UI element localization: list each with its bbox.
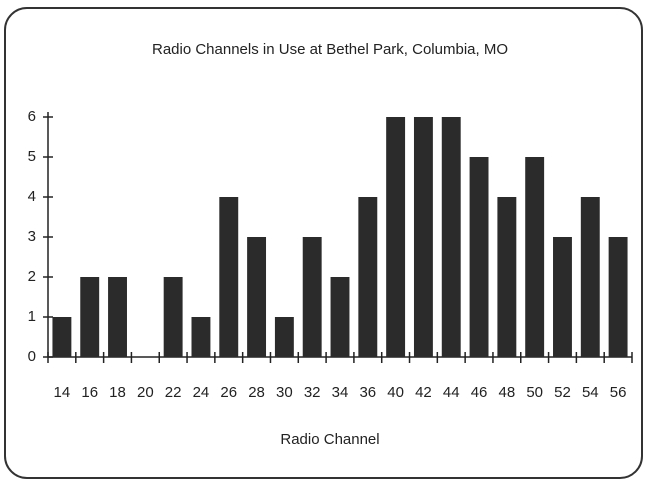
bar [52,317,72,357]
x-tick-label: 40 [387,384,404,401]
bar [108,277,127,357]
x-axis-label: Radio Channel [280,431,379,448]
x-tick-label: 30 [276,384,293,401]
x-tick-label: 26 [220,384,237,401]
x-tick-label: 24 [193,384,210,401]
y-tick-label: 6 [28,108,36,125]
x-tick-label: 20 [137,384,154,401]
bar [219,197,239,357]
bar [525,157,545,357]
bar [274,317,294,357]
y-tick-label: 1 [28,308,36,325]
bar [163,277,183,357]
x-tick-label: 22 [165,384,182,401]
x-tick-label: 42 [415,384,432,401]
y-tick-label: 3 [28,228,36,245]
x-tick-label: 16 [81,384,98,401]
bar [469,157,489,357]
bar [191,317,211,357]
frame [4,7,643,479]
x-tick-label: 28 [248,384,265,401]
x-tick-label: 52 [554,384,571,401]
bar [441,117,461,357]
x-tick-label: 50 [526,384,543,401]
x-tick-label: 44 [443,384,460,401]
x-tick-label: 18 [109,384,126,401]
x-tick-label: 36 [359,384,376,401]
bar [386,117,406,357]
bar [358,197,378,357]
bar [553,237,572,357]
y-tick-label: 5 [28,148,36,165]
bar [247,237,267,357]
x-tick-label: 34 [332,384,349,401]
x-tick-label: 46 [471,384,488,401]
y-tick-label: 0 [28,348,36,365]
x-tick-label: 56 [610,384,627,401]
bar [413,117,433,357]
chart-title: Radio Channels in Use at Bethel Park, Co… [152,41,508,58]
bar [80,277,100,357]
bar [497,197,517,357]
x-tick-label: 48 [499,384,516,401]
bar [302,237,322,357]
bar [608,237,628,357]
x-tick-label: 32 [304,384,321,401]
y-tick-label: 4 [28,188,36,205]
x-tick-label: 54 [582,384,599,401]
bar [330,277,350,357]
x-tick-label: 14 [54,384,71,401]
bar [580,197,600,357]
y-tick-label: 2 [28,268,36,285]
